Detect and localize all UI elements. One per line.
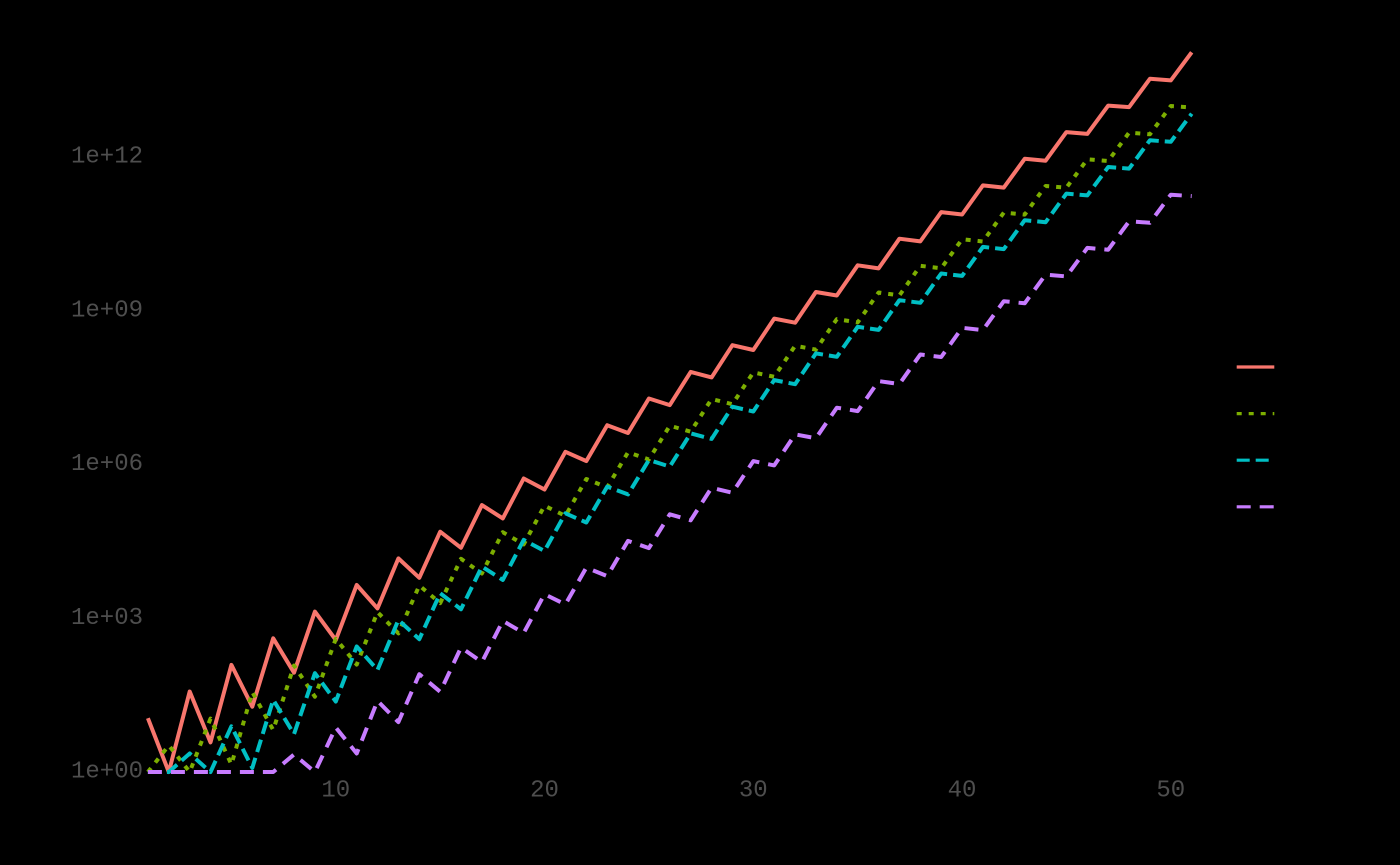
- x-axis-tick-labels: 10 20 30 40 50: [321, 778, 1185, 805]
- series-line-purple-longdash: [147, 192, 1192, 774]
- y-tick-label: 1e+03: [71, 605, 143, 632]
- series-line-green-dotted: [146, 104, 1192, 774]
- legend: [1236, 365, 1275, 509]
- y-tick-label: 1e+12: [71, 144, 143, 171]
- x-tick-label: 30: [739, 778, 768, 805]
- x-tick-label: 50: [1156, 778, 1185, 805]
- plot-series-lines: [146, 51, 1194, 774]
- y-tick-label: 1e+09: [71, 297, 143, 324]
- series-line-salmon-solid: [146, 51, 1194, 774]
- y-axis-tick-labels: 1e+00 1e+03 1e+06 1e+09 1e+12: [71, 144, 143, 786]
- series-line-cyan-dashed: [147, 112, 1194, 774]
- y-tick-label: 1e+06: [71, 451, 143, 478]
- y-tick-label: 1e+00: [71, 759, 143, 786]
- x-tick-label: 40: [948, 778, 977, 805]
- x-tick-label: 10: [321, 778, 350, 805]
- x-tick-label: 20: [530, 778, 559, 805]
